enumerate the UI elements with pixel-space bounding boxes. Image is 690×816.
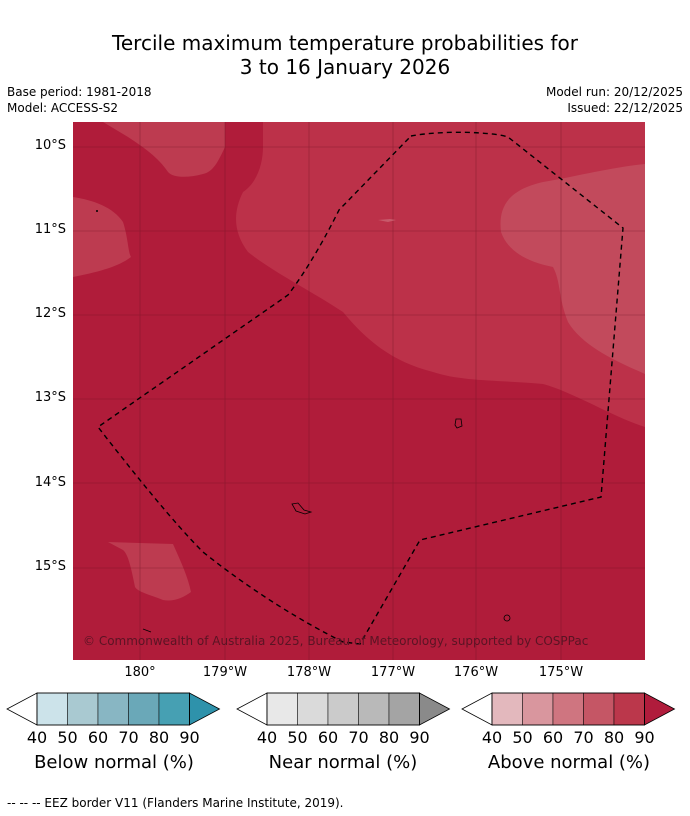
colorbar-under-triangle <box>236 692 268 726</box>
island <box>96 210 98 212</box>
lat-label: 14°S <box>34 475 66 490</box>
lon-label: 180° <box>124 665 156 680</box>
colorbar-tick-label: 40 <box>481 728 503 747</box>
issued-date: Issued: 22/12/2025 <box>567 101 683 115</box>
probability-map: © Commonwealth of Australia 2025, Bureau… <box>73 122 645 660</box>
colorbar-tick-label: 80 <box>603 728 625 747</box>
colorbar-tick-label: 60 <box>317 728 339 747</box>
colorbar-near-normal <box>236 692 451 726</box>
lat-label: 13°S <box>34 390 66 405</box>
lat-label: 15°S <box>34 559 66 574</box>
lat-label: 10°S <box>34 138 66 153</box>
region-70-top-left <box>103 122 225 177</box>
colorbar-label-near: Near normal (%) <box>268 752 418 773</box>
colorbar-segment <box>36 692 68 726</box>
colorbar-tick-label: 50 <box>57 728 78 747</box>
colorbar-tick-label: 60 <box>542 728 564 747</box>
colorbar-tick-label: 80 <box>378 728 400 747</box>
colorbar-segment <box>97 692 129 726</box>
colorbar-segment <box>583 692 615 726</box>
colorbar-segment <box>327 692 359 726</box>
colorbar-above-normal <box>461 692 676 726</box>
colorbar-below-normal <box>6 692 221 726</box>
colorbar-under-triangle <box>6 692 38 726</box>
colorbar-tick-label: 40 <box>256 728 278 747</box>
island <box>503 614 511 622</box>
colorbar-tick-label: 90 <box>179 728 200 747</box>
colorbar-segment <box>552 692 584 726</box>
graticule <box>73 122 645 660</box>
colorbar-tick-label: 40 <box>26 728 48 747</box>
colorbar-tick-label: 70 <box>573 728 594 747</box>
map-title-line1: Tercile maximum temperature probabilitie… <box>112 31 578 55</box>
colorbar-segment <box>388 692 420 726</box>
eez-border <box>96 131 624 645</box>
colorbar-outline <box>36 692 190 726</box>
colorbar-segment <box>158 692 190 726</box>
lon-label: 176°W <box>453 665 499 680</box>
colorbar-tick-label: 90 <box>634 728 655 747</box>
base-period: Base period: 1981-2018 <box>7 85 152 99</box>
eez-legend-footer: -- -- -- EEZ border V11 (Flanders Marine… <box>7 796 344 810</box>
colorbar-segment <box>522 692 554 726</box>
colorbar-segment <box>128 692 160 726</box>
lat-label: 12°S <box>34 306 66 321</box>
colorbar-under-triangle <box>461 692 493 726</box>
lon-label: 179°W <box>202 665 248 680</box>
colorbar-tick-label: 70 <box>348 728 369 747</box>
lat-label: 11°S <box>34 222 66 237</box>
colorbar-tick-label: 80 <box>148 728 170 747</box>
colorbar-segment <box>358 692 390 726</box>
copyright-text: © Commonwealth of Australia 2025, Bureau… <box>83 634 588 648</box>
colorbar-tick-label: 70 <box>118 728 139 747</box>
lon-label: 175°W <box>538 665 584 680</box>
colorbar-segment <box>491 692 523 726</box>
colorbar-segment <box>67 692 99 726</box>
colorbar-over-triangle <box>189 692 221 726</box>
lon-label: 178°W <box>286 665 332 680</box>
island <box>454 418 463 429</box>
region-70-bottom-left <box>108 542 191 601</box>
colorbar-outline <box>491 692 645 726</box>
lon-label: 177°W <box>370 665 416 680</box>
model-name: Model: ACCESS-S2 <box>7 101 119 115</box>
colorbar-tick-label: 60 <box>87 728 109 747</box>
colorbar-outline <box>266 692 420 726</box>
colorbar-over-triangle <box>419 692 451 726</box>
colorbar-segment <box>297 692 329 726</box>
island <box>378 219 396 222</box>
colorbar-segment <box>613 692 645 726</box>
island <box>142 628 152 633</box>
colorbar-tick-label: 50 <box>512 728 533 747</box>
model-run: Model run: 20/12/2025 <box>545 85 683 99</box>
region-70-left <box>73 197 131 277</box>
colorbar-label-above: Above normal (%) <box>487 752 651 773</box>
colorbar-over-triangle <box>644 692 676 726</box>
map-title-line2: 3 to 16 January 2026 <box>239 55 451 79</box>
colorbar-label-below: Below normal (%) <box>34 752 194 773</box>
colorbar-tick-label: 50 <box>287 728 308 747</box>
colorbar-segment <box>266 692 298 726</box>
island <box>291 502 313 515</box>
colorbar-tick-label: 90 <box>409 728 430 747</box>
